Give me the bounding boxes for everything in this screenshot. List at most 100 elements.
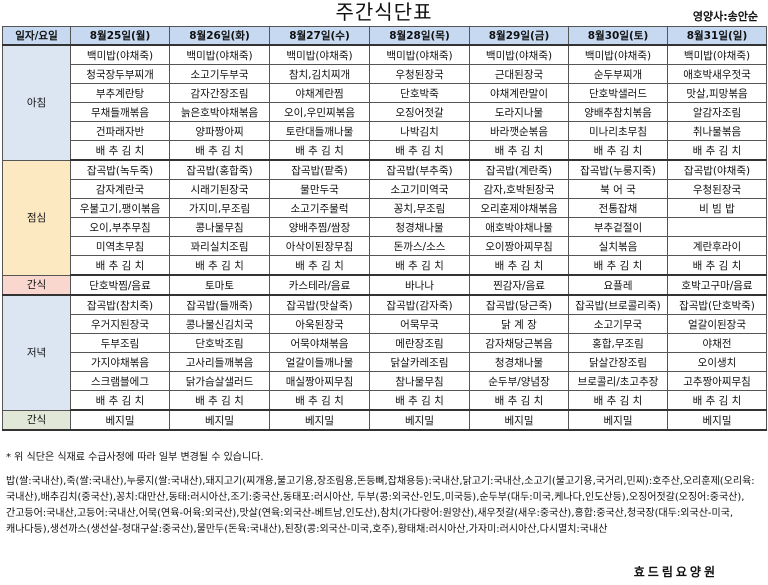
menu-row: 저녁 잡곡밥(참치죽) 잡곡밥(들깨죽) 잡곡밥(맛살죽) 잡곡밥(감자죽) 잡곡밥(당근… <box>2 294 767 411</box>
menu-cell: 우청된장국 <box>667 179 767 199</box>
page-title: 주간식단표 <box>335 0 433 24</box>
menu-cell: 고사리들깨볶음 <box>169 352 270 372</box>
menu-cell: 참치,김치찌개 <box>269 64 370 84</box>
menu-cell: 배 추 김 치 <box>369 390 470 411</box>
menu-cell: 배 추 김 치 <box>70 255 170 276</box>
menu-cell: 베지밀 <box>469 409 569 431</box>
day-header: 8월31일(일) <box>667 26 767 46</box>
day-header: 8월25일(월) <box>70 26 170 46</box>
menu-cell: 돈까스/소스 <box>369 236 470 256</box>
menu-cell <box>667 217 767 237</box>
change-notice: * 위 식단은 식재료 수급사정에 따라 일부 변경될 수 있습니다. <box>6 452 264 463</box>
menu-cell: 알감자조림 <box>667 102 767 122</box>
snack-row: 간식 단호박찜/음료 토마토 카스테라/음료 바나나 찐감자/음료 요플레 호박고구마/음료 <box>2 274 767 296</box>
menu-row: 감자계란국 시래기된장국 물만두국 소고기미역국 감자,호박된장국 북 어 국 우청된장국 <box>3 179 767 199</box>
menu-cell: 잡곡밥(들깨죽) <box>169 294 270 315</box>
meal-label-snack2: 간식 <box>2 409 71 431</box>
menu-cell: 배 추 김 치 <box>369 140 470 161</box>
weekly-menu-table: 일자/요일 8월25일(월) 8월26일(화) 8월27일(수) 8월28일(목) 8월2… <box>2 26 767 431</box>
origin-info: 밥(쌀:국내산),죽(쌀:국내산),누룽지(쌀:국내산),돼지고기(찌개용,불고… <box>6 476 755 535</box>
day-header: 8월26일(화) <box>169 26 270 46</box>
header-corner: 일자/요일 <box>2 26 71 46</box>
menu-cell: 취나물볶음 <box>667 121 767 141</box>
menu-cell: 전통잡채 <box>568 198 668 218</box>
menu-cell: 잡곡밥(홍합죽) <box>169 159 270 180</box>
menu-cell: 양배추찜/쌈장 <box>269 217 370 237</box>
menu-cell: 물만두국 <box>269 179 370 199</box>
menu-cell: 배 추 김 치 <box>169 255 270 276</box>
menu-cell: 부추계란탕 <box>70 83 170 103</box>
menu-cell: 무채들깨볶음 <box>70 102 170 122</box>
menu-cell: 청국장두부찌개 <box>70 64 170 84</box>
menu-cell: 잡곡밥(계란죽) <box>469 159 569 180</box>
menu-cell: 아삭이된장무침 <box>269 236 370 256</box>
menu-cell: 호박고구마/음료 <box>667 274 767 296</box>
menu-cell: 배 추 김 치 <box>667 390 767 411</box>
menu-cell: 베지밀 <box>568 409 668 431</box>
day-header: 8월30일(토) <box>568 26 668 46</box>
menu-cell: 백미밥(야채죽) <box>269 44 370 65</box>
menu-cell: 양파짱아찌 <box>169 121 270 141</box>
menu-cell: 잡곡밥(단호박죽) <box>667 294 767 315</box>
menu-cell: 오이,우민찌볶음 <box>269 102 370 122</box>
menu-cell: 백미밥(야채죽) <box>70 44 170 65</box>
menu-row: 무채들깨볶음 늙은호박야채볶음 오이,우민찌볶음 오징어젓갈 도라지나물 양배추참치볶음 알… <box>3 102 767 122</box>
menu-cell: 미나리초무침 <box>568 121 668 141</box>
menu-cell: 아욱된장국 <box>269 314 370 334</box>
menu-cell: 베지밀 <box>269 409 370 431</box>
menu-cell: 바나나 <box>369 274 470 296</box>
menu-cell: 잡곡밥(감자죽) <box>369 294 470 315</box>
menu-cell: 메란장조림 <box>369 333 470 353</box>
menu-cell: 매실짱아찌무침 <box>269 371 370 391</box>
menu-cell: 순두부/양념장 <box>469 371 569 391</box>
menu-cell: 나박김치 <box>369 121 470 141</box>
menu-cell: 어묵무국 <box>369 314 470 334</box>
menu-cell: 애호박새우젓국 <box>667 64 767 84</box>
menu-cell: 배 추 김 치 <box>469 255 569 276</box>
menu-cell: 잡곡밥(누룽지죽) <box>568 159 668 180</box>
menu-cell: 백미밥(야채죽) <box>469 44 569 65</box>
menu-cell: 참나물무침 <box>369 371 470 391</box>
meal-label-dinner: 저녁 <box>2 294 71 411</box>
menu-cell: 배 추 김 치 <box>568 390 668 411</box>
menu-cell: 스크램블에그 <box>70 371 170 391</box>
meal-label-breakfast: 아침 <box>2 44 71 161</box>
menu-cell: 배 추 김 치 <box>169 390 270 411</box>
menu-cell: 소고기주물럭 <box>269 198 370 218</box>
menu-cell: 잡곡밥(야채죽) <box>667 159 767 180</box>
menu-cell: 브로콜리/초고추장 <box>568 371 668 391</box>
menu-cell: 감자,호박된장국 <box>469 179 569 199</box>
menu-cell: 시래기된장국 <box>169 179 270 199</box>
snack-row: 간식 베지밀 베지밀 베지밀 베지밀 베지밀 베지밀 베지밀 <box>2 409 767 431</box>
menu-cell: 순두부찌개 <box>568 64 668 84</box>
menu-cell: 토란대들깨나물 <box>269 121 370 141</box>
menu-cell: 북 어 국 <box>568 179 668 199</box>
menu-cell: 배 추 김 치 <box>667 140 767 161</box>
menu-cell: 우거지된장국 <box>70 314 170 334</box>
menu-cell: 우청된장국 <box>369 64 470 84</box>
menu-cell: 배 추 김 치 <box>269 140 370 161</box>
menu-cell: 잡곡밥(팥죽) <box>269 159 370 180</box>
menu-cell: 배 추 김 치 <box>70 390 170 411</box>
menu-cell: 오이,부추무침 <box>70 217 170 237</box>
menu-cell: 가지야채볶음 <box>70 352 170 372</box>
menu-cell: 감자간장조림 <box>169 83 270 103</box>
menu-cell: 배 추 김 치 <box>369 255 470 276</box>
menu-row: 부추계란탕 감자간장조림 야채계란찜 단호박죽 야채계란말이 단호박샐러드 맛살,피망볶음 <box>3 83 767 103</box>
menu-cell: 맛살,피망볶음 <box>667 83 767 103</box>
menu-cell: 잡곡밥(녹두죽) <box>70 159 170 180</box>
meal-label-snack: 간식 <box>2 274 71 296</box>
menu-cell: 배 추 김 치 <box>667 255 767 276</box>
menu-cell: 배 추 김 치 <box>269 255 370 276</box>
dietitian-label: 영양사:송안순 <box>692 10 758 23</box>
header-row: 일자/요일 8월25일(월) 8월26일(화) 8월27일(수) 8월28일(목) 8월2… <box>2 26 767 46</box>
menu-cell: 오리훈제야채볶음 <box>469 198 569 218</box>
menu-row: 두부조림 단호박조림 어묵야채볶음 메란장조림 감자채당근볶음 홍합,무조림 야채전 <box>3 333 767 353</box>
menu-cell: 잡곡밥(맛살죽) <box>269 294 370 315</box>
menu-cell: 홍합,무조림 <box>568 333 668 353</box>
menu-cell: 배 추 김 치 <box>469 140 569 161</box>
menu-cell: 토마토 <box>169 274 270 296</box>
menu-row: 우불고기,팽이볶음 가지미,무조림 소고기주물럭 꽁치,무조림 오리훈제야채볶음 전통잡채… <box>3 198 767 218</box>
